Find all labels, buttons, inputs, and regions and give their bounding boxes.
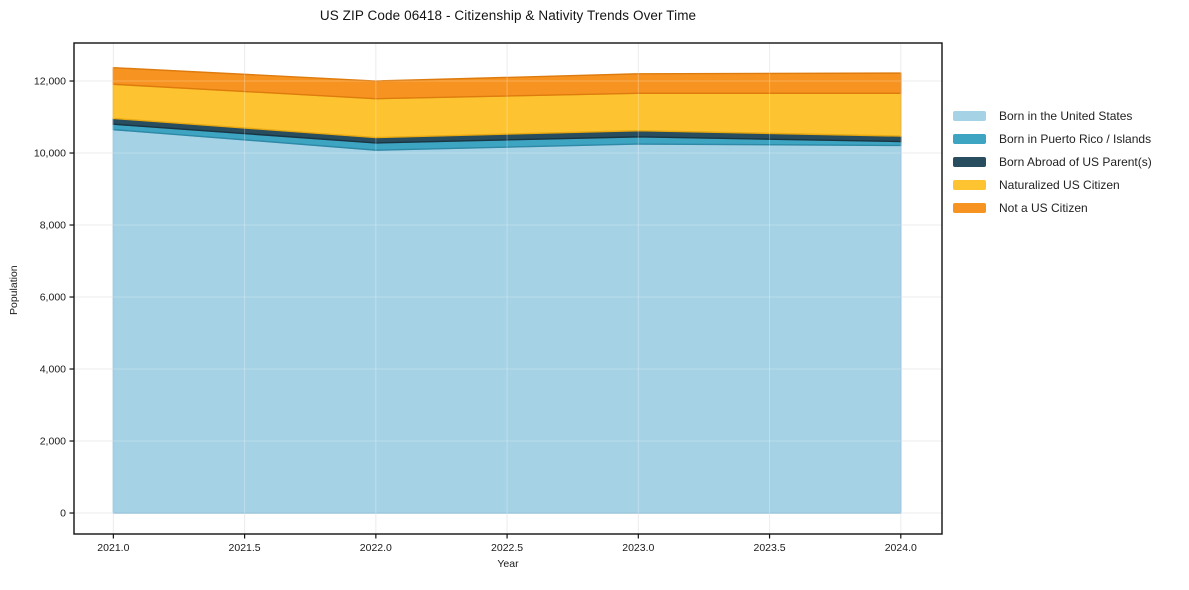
legend-label: Born in the United States [999,108,1133,123]
y-tick-label: 6,000 [40,292,66,304]
y-tick-label: 12,000 [34,76,66,88]
legend-item: Born in the United States [953,104,1152,127]
y-tick-label: 4,000 [40,364,66,376]
plot-frame [73,42,943,535]
area-not-a-us-citizen [112,66,902,100]
legend-swatch-icon [953,110,986,121]
legend-label: Born Abroad of US Parent(s) [999,154,1152,169]
x-tick-label: 2022.5 [491,542,523,554]
legend-swatch-icon [953,202,986,213]
x-tick-label: 2021.0 [97,542,129,554]
legend-label: Not a US Citizen [999,200,1088,215]
x-tick-label: 2022.0 [360,542,392,554]
legend-swatch-icon [953,156,986,167]
chart-title: US ZIP Code 06418 - Citizenship & Nativi… [319,8,697,23]
x-tick-label: 2024.0 [885,542,917,554]
legend-item: Born Abroad of US Parent(s) [953,150,1152,173]
x-tick-label: 2023.0 [622,542,654,554]
legend-swatch-icon [953,179,986,190]
x-tick-label: 2021.5 [229,542,261,554]
legend-label: Naturalized US Citizen [999,177,1120,192]
x-axis-label: Year [497,558,519,570]
legend-item: Not a US Citizen [953,196,1152,219]
y-tick-label: 0 [60,508,66,520]
legend: Born in the United States Born in Puerto … [953,104,1152,219]
legend-label: Born in Puerto Rico / Islands [999,131,1152,146]
legend-item: Born in Puerto Rico / Islands [953,127,1152,150]
x-tick-label: 2023.5 [753,542,785,554]
y-tick-label: 10,000 [34,148,66,160]
y-tick-label: 2,000 [40,436,66,448]
legend-item: Naturalized US Citizen [953,173,1152,196]
y-tick-label: 8,000 [40,220,66,232]
legend-swatch-icon [953,133,986,144]
